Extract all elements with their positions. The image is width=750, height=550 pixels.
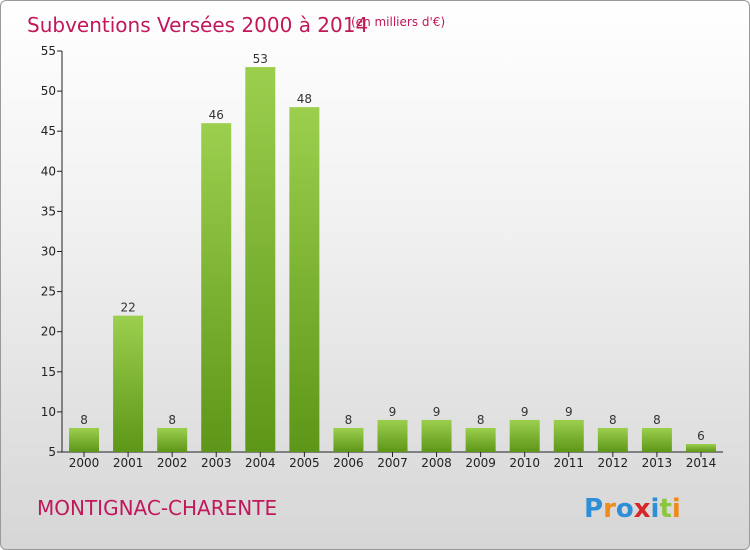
data-label-2004: 53 [253,52,268,66]
chart-title: Subventions Versées 2000 à 2014 [27,13,368,37]
y-tick-label: 5 [48,445,56,459]
bar-2002 [157,428,187,452]
x-tick-label: 2006 [333,456,364,470]
data-label-2006: 8 [345,413,353,427]
proxiti-logo: Proxiti [584,494,681,524]
data-label-2001: 22 [120,301,135,315]
data-label-2002: 8 [168,413,176,427]
y-ticks: 5 10 15 20 25 30 35 40 45 50 55 [41,44,62,459]
x-tick-label: 2007 [377,456,408,470]
x-tick-label: 2013 [642,456,673,470]
logo-text: Proxiti [584,494,681,524]
commune-name: MONTIGNAC-CHARENTE [37,496,277,520]
y-tick-label: 25 [41,285,56,299]
x-ticks: 2000 2001 2002 2003 2004 2005 2006 2007 2008 2009… [69,452,716,470]
y-tick-label: 30 [41,245,56,259]
data-label-2000: 8 [80,413,88,427]
x-tick-label: 2008 [421,456,452,470]
y-tick-label: 20 [41,325,56,339]
bar-2008 [422,420,452,452]
y-tick-label: 15 [41,365,56,379]
data-label-2014: 6 [697,429,705,443]
data-label-2008: 9 [433,405,441,419]
bar-2012 [598,428,628,452]
data-label-2013: 8 [653,413,661,427]
bar-2001 [113,316,143,452]
y-tick-label: 40 [41,164,56,178]
bar-2000 [69,428,99,452]
bar-2013 [642,428,672,452]
bar-2007 [378,420,408,452]
chart-subtitle: (en milliers d'€) [351,15,445,29]
data-label-2003: 46 [209,108,224,122]
x-tick-label: 2014 [686,456,717,470]
x-tick-label: 2004 [245,456,276,470]
x-tick-label: 2009 [465,456,496,470]
data-label-2011: 9 [565,405,573,419]
x-tick-label: 2000 [69,456,100,470]
bar-2009 [466,428,496,452]
bar-2011 [554,420,584,452]
bar-2004 [245,67,275,452]
bar-2014 [686,444,716,452]
y-tick-label: 55 [41,44,56,58]
data-label-2005: 48 [297,92,312,106]
x-tick-label: 2011 [553,456,584,470]
x-tick-label: 2001 [113,456,144,470]
bars: 8 22 8 46 53 48 8 9 9 8 9 9 8 8 6 [69,52,716,452]
bar-2003 [201,123,231,452]
x-tick-label: 2005 [289,456,320,470]
data-label-2009: 8 [477,413,485,427]
data-label-2007: 9 [389,405,397,419]
y-tick-label: 10 [41,405,56,419]
bar-2010 [510,420,540,452]
bar-2006 [333,428,363,452]
x-tick-label: 2002 [157,456,188,470]
y-tick-label: 35 [41,204,56,218]
bar-2005 [289,107,319,452]
x-tick-label: 2003 [201,456,232,470]
x-tick-label: 2012 [598,456,629,470]
data-label-2010: 9 [521,405,529,419]
y-tick-label: 50 [41,84,56,98]
x-tick-label: 2010 [509,456,540,470]
data-label-2012: 8 [609,413,617,427]
y-tick-label: 45 [41,124,56,138]
